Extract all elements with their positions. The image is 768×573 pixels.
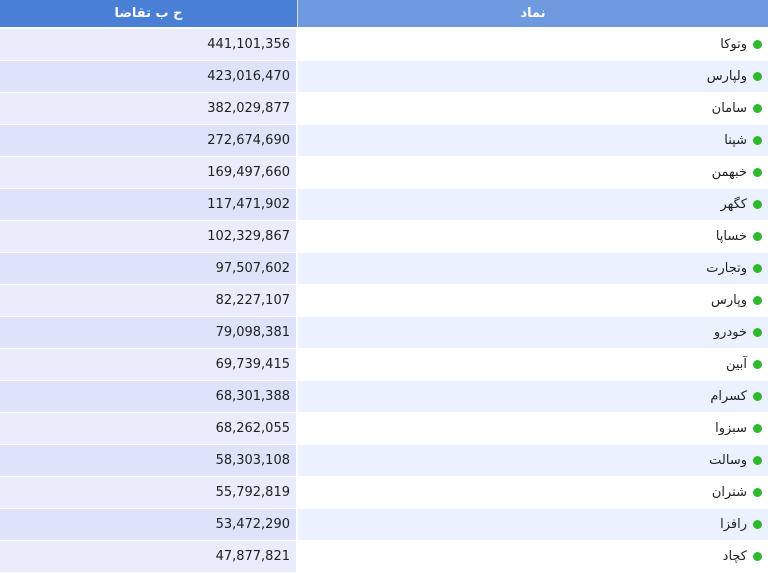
symbol-cell[interactable]: ولپارس (298, 61, 768, 92)
symbol-label[interactable]: شپنا (724, 133, 747, 148)
table-row[interactable]: 117,471,902 کگهر (0, 189, 768, 220)
symbol-label[interactable]: وپارس (710, 293, 747, 308)
table-row[interactable]: 79,098,381 خودرو (0, 317, 768, 348)
demand-volume-cell: 272,674,690 (0, 125, 296, 156)
demand-volume-cell: 117,471,902 (0, 189, 296, 220)
status-dot-icon (753, 328, 762, 337)
symbol-label[interactable]: شتران (711, 485, 747, 500)
status-dot-icon (753, 104, 762, 113)
symbol-cell[interactable]: شتران (298, 477, 768, 508)
status-dot-icon (753, 168, 762, 177)
table-row[interactable]: 82,227,107 وپارس (0, 285, 768, 316)
symbol-cell[interactable]: وسالت (298, 445, 768, 476)
demand-volume-cell: 68,262,055 (0, 413, 296, 444)
symbol-cell[interactable]: خبهمن (298, 157, 768, 188)
table-row[interactable]: 55,792,819 شتران (0, 477, 768, 508)
table-row[interactable]: 97,507,602 وتجارت (0, 253, 768, 284)
status-dot-icon (753, 72, 762, 81)
table-row[interactable]: 68,301,388 کسرام (0, 381, 768, 412)
table-row[interactable]: 68,262,055 سبزوا (0, 413, 768, 444)
status-dot-icon (753, 232, 762, 241)
symbol-cell[interactable]: رافزا (298, 509, 768, 540)
symbol-cell[interactable]: سبزوا (298, 413, 768, 444)
symbol-label[interactable]: خساپا (715, 229, 747, 244)
symbol-label[interactable]: کگهر (720, 197, 747, 212)
column-header-symbol[interactable]: نماد (298, 0, 768, 27)
demand-volume-cell: 55,792,819 (0, 477, 296, 508)
table-row[interactable]: 272,674,690 شپنا (0, 125, 768, 156)
demand-volume-cell: 423,016,470 (0, 61, 296, 92)
demand-volume-cell: 382,029,877 (0, 93, 296, 124)
table-row[interactable]: 382,029,877 سامان (0, 93, 768, 124)
status-dot-icon (753, 200, 762, 209)
symbol-cell[interactable]: وپارس (298, 285, 768, 316)
table-body: 441,101,356 وتوکا 423,016,470 ولپارس 382,029… (0, 29, 768, 573)
table-row[interactable]: 58,303,108 وسالت (0, 445, 768, 476)
symbol-label[interactable]: ولپارس (706, 69, 747, 84)
demand-volume-cell: 97,507,602 (0, 253, 296, 284)
symbol-cell[interactable]: کگهر (298, 189, 768, 220)
table-row[interactable]: 53,472,290 رافزا (0, 509, 768, 540)
status-dot-icon (753, 264, 762, 273)
table-row[interactable]: 102,329,867 خساپا (0, 221, 768, 252)
symbol-label[interactable]: کسرام (710, 389, 747, 404)
demand-volume-cell: 53,472,290 (0, 509, 296, 540)
status-dot-icon (753, 488, 762, 497)
symbol-label[interactable]: خودرو (713, 325, 747, 340)
demand-volume-cell: 169,497,660 (0, 157, 296, 188)
demand-volume-cell: 82,227,107 (0, 285, 296, 316)
demand-volume-cell: 69,739,415 (0, 349, 296, 380)
demand-volume-cell: 441,101,356 (0, 29, 296, 60)
table-row[interactable]: 423,016,470 ولپارس (0, 61, 768, 92)
status-dot-icon (753, 520, 762, 529)
symbol-label[interactable]: رافزا (720, 517, 747, 532)
demand-volume-cell: 58,303,108 (0, 445, 296, 476)
symbol-label[interactable]: آبین (725, 357, 747, 372)
symbol-cell[interactable]: شپنا (298, 125, 768, 156)
symbol-cell[interactable]: وتجارت (298, 253, 768, 284)
table-row[interactable]: 69,739,415 آبین (0, 349, 768, 380)
symbol-cell[interactable]: خودرو (298, 317, 768, 348)
status-dot-icon (753, 296, 762, 305)
demand-volume-cell: 47,877,821 (0, 541, 296, 572)
status-dot-icon (753, 552, 762, 561)
symbol-label[interactable]: وسالت (709, 453, 747, 468)
symbol-label[interactable]: وتوکا (720, 37, 747, 52)
symbol-label[interactable]: خبهمن (711, 165, 747, 180)
symbol-cell[interactable]: وتوکا (298, 29, 768, 60)
demand-volume-cell: 79,098,381 (0, 317, 296, 348)
symbol-cell[interactable]: کسرام (298, 381, 768, 412)
status-dot-icon (753, 136, 762, 145)
status-dot-icon (753, 360, 762, 369)
symbol-label[interactable]: سبزوا (715, 421, 747, 436)
symbol-cell[interactable]: کچاد (298, 541, 768, 572)
symbol-cell[interactable]: خساپا (298, 221, 768, 252)
symbol-label[interactable]: وتجارت (706, 261, 747, 276)
symbol-label[interactable]: سامان (711, 101, 747, 116)
demand-volume-cell: 68,301,388 (0, 381, 296, 412)
table-row[interactable]: 47,877,821 کچاد (0, 541, 768, 572)
symbol-cell[interactable]: سامان (298, 93, 768, 124)
demand-volume-cell: 102,329,867 (0, 221, 296, 252)
column-header-demand-volume[interactable]: ح ب تقاضا (0, 0, 298, 27)
status-dot-icon (753, 456, 762, 465)
table-row[interactable]: 169,497,660 خبهمن (0, 157, 768, 188)
table-row[interactable]: 441,101,356 وتوکا (0, 29, 768, 60)
symbol-cell[interactable]: آبین (298, 349, 768, 380)
symbol-label[interactable]: کچاد (722, 549, 747, 564)
status-dot-icon (753, 392, 762, 401)
status-dot-icon (753, 40, 762, 49)
status-dot-icon (753, 424, 762, 433)
table-header: ح ب تقاضا نماد (0, 0, 768, 27)
